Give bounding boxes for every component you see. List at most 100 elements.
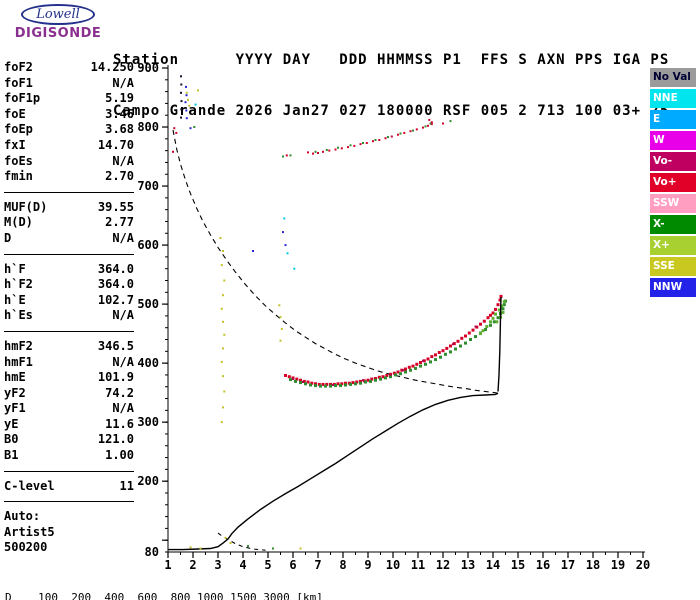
series-noise-cyan [194, 103, 296, 270]
param-label: h`Es [4, 308, 33, 323]
distance-row: D 100 200 400 600 800 1000 1500 3000 [km… [5, 591, 323, 600]
x-tick-label: 6 [289, 558, 296, 572]
x-tick-label: 17 [561, 558, 575, 572]
param-value: N/A [112, 75, 134, 90]
series-noise-green [193, 120, 452, 550]
param-row: MUF(D) 39.55 [4, 200, 134, 216]
param-value: 11.6 [105, 416, 134, 431]
param-label: hmF1 [4, 354, 33, 369]
param-label: foEp [4, 122, 33, 137]
series-trace-fit-line [497, 296, 502, 392]
y-tick-label: 200 [137, 474, 159, 488]
x-tick-label: 9 [364, 558, 371, 572]
legend-item-ssw: SSW [650, 194, 696, 213]
param-row: h`F2 364.0 [4, 277, 134, 293]
legend-item-x-: X- [650, 215, 696, 234]
y-tick-label: 600 [137, 238, 159, 252]
x-tick-label: 15 [511, 558, 525, 572]
series-second-hop-X [289, 122, 432, 157]
x-tick-label: 2 [189, 558, 196, 572]
x-tick-label: 7 [314, 558, 321, 572]
y-tick-label: 700 [137, 179, 159, 193]
param-label: D [4, 230, 12, 245]
lowell-logo: Lowell DIGISONDE [6, 3, 110, 41]
station-header: Station YYYY DAY DDD HHMMSS P1 FFS S AXN… [113, 18, 669, 154]
param-value: 101.9 [97, 370, 134, 385]
x-tick-label: 5 [264, 558, 271, 572]
param-value: N/A [112, 401, 134, 416]
x-tick-label: 1 [164, 558, 171, 572]
param-value: 14.70 [97, 137, 134, 152]
param-row: foE 3.46 [4, 107, 134, 123]
header-field-values: Campo Grande 2026 Jan27 027 180000 RSF 0… [113, 103, 670, 119]
param-label: h`F2 [4, 277, 33, 292]
y-tick-label: 900 [137, 61, 159, 75]
param-row: C-level 11 [4, 479, 134, 495]
param-row: hmE 101.9 [4, 370, 134, 386]
y-tick-label: 400 [137, 356, 159, 370]
x-tick-label: 19 [611, 558, 625, 572]
legend-item-x+: X+ [650, 236, 696, 255]
param-row: B0 121.0 [4, 432, 134, 448]
param-value: 14.250 [90, 60, 134, 74]
x-tick-label: 16 [536, 558, 550, 572]
x-tick-label: 20 [636, 558, 650, 572]
param-row: yE 11.6 [4, 417, 134, 433]
x-tick-label: 14 [486, 558, 500, 572]
param-row: foF1 N/A [4, 76, 134, 92]
param-label: C-level [4, 478, 55, 493]
param-label: fmin [4, 169, 33, 184]
legend-item-nne: NNE [650, 89, 696, 108]
logo-oval: Lowell [21, 4, 95, 25]
param-label: hmE [4, 370, 26, 385]
param-label: yE [4, 416, 19, 431]
series-noise-red [172, 118, 444, 157]
param-label: 500200 [4, 540, 48, 555]
param-row: hmF2 346.5 [4, 339, 134, 355]
param-value: 121.0 [97, 432, 134, 447]
legend-item-vo-: Vo- [650, 152, 696, 171]
series-transmission-curve-dashed [172, 129, 499, 394]
echo-color-legend: No Val NNE E W Vo- Vo+ SSW X- X+ SSE NNW [650, 68, 696, 299]
panel-separator [4, 501, 134, 503]
param-label: foEs [4, 153, 33, 168]
param-row: h`F 364.0 [4, 262, 134, 278]
param-row: yF2 74.2 [4, 386, 134, 402]
legend-item-sse: SSE [650, 257, 696, 276]
param-value: 346.5 [97, 338, 134, 353]
x-tick-label: 18 [586, 558, 600, 572]
y-tick-label: 300 [137, 415, 159, 429]
param-label: foF1 [4, 75, 33, 90]
bottom-info: D 100 200 400 600 800 1000 1500 3000 [km… [5, 569, 697, 600]
param-row: fmin 2.70 [4, 169, 134, 185]
legend-item-vo+: Vo+ [650, 173, 696, 192]
param-label: Artist5 [4, 524, 55, 539]
param-label: foF1p [4, 91, 41, 106]
series-trace-F-O-doppler-neg [292, 325, 477, 386]
legend-item-nnw: NNW [650, 278, 696, 297]
param-row: foF1p 5.19 [4, 91, 134, 107]
legend-item-e: E [650, 110, 696, 129]
param-label: h`F [4, 261, 26, 276]
panel-separator [4, 191, 134, 193]
param-value: N/A [112, 354, 134, 369]
param-row: hmF1 N/A [4, 355, 134, 371]
param-label: B0 [4, 432, 19, 447]
y-tick-label: 800 [137, 120, 159, 134]
header-field-names: Station YYYY DAY DDD HHMMSS P1 FFS S AXN… [113, 52, 670, 68]
logo-lowell-text: Lowell [36, 7, 80, 22]
param-value: 3.68 [105, 122, 134, 137]
param-value: 5.19 [105, 91, 134, 106]
x-tick-label: 11 [411, 558, 425, 572]
x-tick-label: 10 [386, 558, 400, 572]
param-label: hmF2 [4, 338, 33, 353]
param-row: 500200 [4, 540, 134, 556]
param-row: B1 1.00 [4, 448, 134, 464]
param-label: yF1 [4, 401, 26, 416]
param-value: N/A [112, 230, 134, 245]
series-true-height-profile [168, 392, 499, 551]
param-value: 2.77 [105, 215, 134, 230]
param-value: 74.2 [105, 385, 134, 400]
param-row: h`E 102.7 [4, 293, 134, 309]
